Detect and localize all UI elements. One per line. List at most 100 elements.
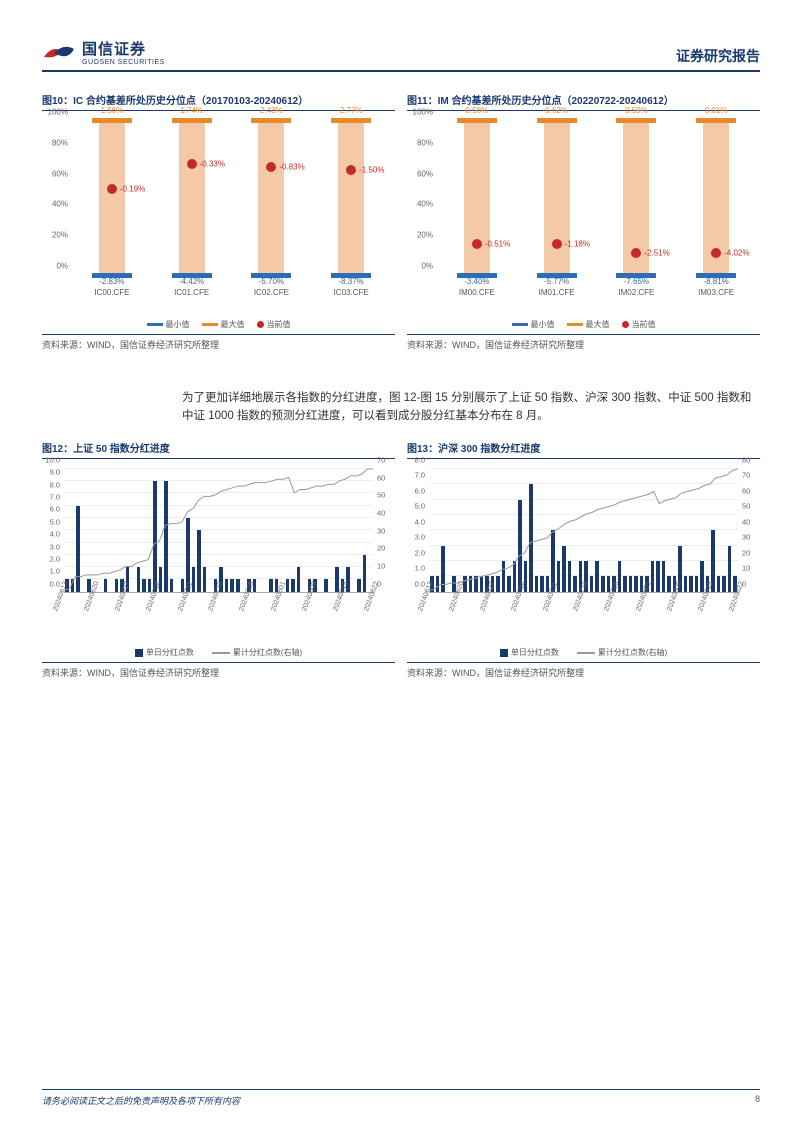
x-label: -5.77%IM01.CFE (517, 277, 597, 317)
page-number: 8 (755, 1094, 760, 1107)
y-tick: 80% (52, 138, 68, 147)
legend-cur: 当前值 (632, 320, 656, 329)
legend-bar: 单日分红点数 (511, 648, 559, 657)
x-label: -2.83%IC00.CFE (72, 277, 152, 317)
yr-tick: 40 (377, 508, 385, 517)
logo-text-en: GUOSEN SECURITIES (82, 59, 165, 66)
y-tick: 80% (417, 138, 433, 147)
chart-source: 资料来源：WIND，国信证券经济研究所整理 (42, 334, 395, 351)
chart-13: 图13：沪深 300 指数分红进度 0.01.02.03.04.05.06.07… (407, 440, 760, 679)
legend-max: 最大值 (586, 320, 610, 329)
yr-tick: 60 (742, 486, 750, 495)
report-title: 证券研究报告 (676, 46, 760, 66)
max-label: 1.74% (180, 106, 203, 115)
yr-tick: 30 (742, 533, 750, 542)
chart-12: 图12：上证 50 指数分红进度 0.01.02.03.04.05.06.07.… (42, 440, 395, 679)
yl-tick: 4.0 (50, 530, 60, 539)
cur-label: -2.51% (644, 249, 669, 258)
x-label: -4.42%IC01.CFE (152, 277, 232, 317)
chart-source: 资料来源：WIND，国信证券经济研究所整理 (407, 662, 760, 679)
yl-tick: 5.0 (50, 517, 60, 526)
range-column: 0.01%-4.02% (676, 121, 756, 275)
yl-tick: 7.0 (50, 492, 60, 501)
cur-label: -4.02% (724, 249, 749, 258)
logo-icon (42, 39, 76, 65)
x-label: -5.70%IC02.CFE (232, 277, 312, 317)
y-tick: 40% (417, 200, 433, 209)
yl-tick: 8.0 (50, 480, 60, 489)
yr-tick: 40 (742, 517, 750, 526)
yr-tick: 30 (377, 526, 385, 535)
legend-line: 累计分红点数(右轴) (233, 648, 302, 657)
chart-legend: 最小值 最大值 当前值 (407, 319, 760, 330)
combo-chart-13: 0.01.02.03.04.05.06.07.08.00102030405060… (407, 465, 760, 645)
range-column: 0.62%-1.18% (517, 121, 597, 275)
max-label: 0.62% (545, 106, 568, 115)
chart-11: 图11：IM 合约基差所处历史分位点（20220722-20240612） 0%… (407, 92, 760, 351)
yr-tick: 10 (742, 564, 750, 573)
chart-title: 图12：上证 50 指数分红进度 (42, 440, 395, 459)
yl-tick: 8.0 (415, 455, 425, 464)
chart-legend: 最小值 最大值 当前值 (42, 319, 395, 330)
page-header: 国信证券 GUOSEN SECURITIES 证券研究报告 (42, 38, 760, 72)
cur-label: -0.19% (120, 184, 145, 193)
x-label: -3.40%IM00.CFE (437, 277, 517, 317)
body-paragraph: 为了更加详细地展示各指数的分红进度，图 12-图 15 分别展示了上证 50 指… (182, 389, 760, 426)
chart-source: 资料来源：WIND，国信证券经济研究所整理 (42, 662, 395, 679)
range-chart-11: 0%20%40%60%80%100%0.58%-0.51%0.62%-1.18%… (407, 117, 760, 317)
x-label: -8.81%IM03.CFE (676, 277, 756, 317)
max-label: 0.58% (466, 106, 489, 115)
legend-cur: 当前值 (267, 320, 291, 329)
logo: 国信证券 GUOSEN SECURITIES (42, 38, 165, 66)
cur-label: -1.18% (565, 240, 590, 249)
y-tick: 60% (52, 169, 68, 178)
range-chart-10: 0%20%40%60%80%100%1.56%-0.19%1.74%-0.33%… (42, 117, 395, 317)
range-column: 0.58%-0.51% (437, 121, 517, 275)
chart-source: 资料来源：WIND，国信证券经济研究所整理 (407, 334, 760, 351)
yr-tick: 70 (742, 471, 750, 480)
yr-tick: 50 (377, 491, 385, 500)
yr-tick: 70 (377, 455, 385, 464)
range-column: 1.74%-0.33% (152, 121, 232, 275)
max-label: 2.43% (260, 106, 283, 115)
max-label: 1.56% (101, 106, 124, 115)
y-tick: 20% (417, 231, 433, 240)
y-tick: 0% (421, 262, 433, 271)
yl-tick: 2.0 (50, 554, 60, 563)
y-tick: 100% (48, 108, 68, 117)
cur-label: -1.50% (359, 166, 384, 175)
page-footer: 请务必阅读正文之后的免责声明及各项下所有内容 8 (42, 1089, 760, 1107)
yr-tick: 20 (742, 548, 750, 557)
x-label: -7.65%IM02.CFE (597, 277, 677, 317)
yl-tick: 2.0 (415, 548, 425, 557)
legend-min: 最小值 (531, 320, 555, 329)
yr-tick: 60 (377, 473, 385, 482)
range-column: 2.43%-0.83% (232, 121, 312, 275)
yl-tick: 6.0 (415, 486, 425, 495)
disclaimer-text: 请务必阅读正文之后的免责声明及各项下所有内容 (42, 1094, 240, 1107)
max-label: 0.59% (625, 106, 648, 115)
yl-tick: 0.0 (415, 579, 425, 588)
y-tick: 60% (417, 169, 433, 178)
yl-tick: 3.0 (415, 533, 425, 542)
cur-label: -0.33% (200, 160, 225, 169)
yl-tick: 7.0 (415, 471, 425, 480)
yr-tick: 80 (742, 455, 750, 464)
yl-tick: 6.0 (50, 505, 60, 514)
range-column: 1.56%-0.19% (72, 121, 152, 275)
yl-tick: 4.0 (415, 517, 425, 526)
yl-tick: 5.0 (415, 502, 425, 511)
chart-10: 图10：IC 合约基差所处历史分位点（20170103-20240612） 0%… (42, 92, 395, 351)
logo-text-cn: 国信证券 (82, 38, 165, 59)
max-label: 0.01% (705, 106, 728, 115)
cur-label: -0.51% (485, 240, 510, 249)
cur-label: -0.83% (279, 163, 304, 172)
y-tick: 0% (56, 262, 68, 271)
yr-tick: 20 (377, 544, 385, 553)
yl-tick: 10.0 (45, 455, 60, 464)
legend-line: 累计分红点数(右轴) (598, 648, 667, 657)
yl-tick: 0.0 (50, 579, 60, 588)
chart-legend: 单日分红点数 累计分红点数(右轴) (42, 647, 395, 658)
yr-tick: 10 (377, 562, 385, 571)
y-tick: 40% (52, 200, 68, 209)
